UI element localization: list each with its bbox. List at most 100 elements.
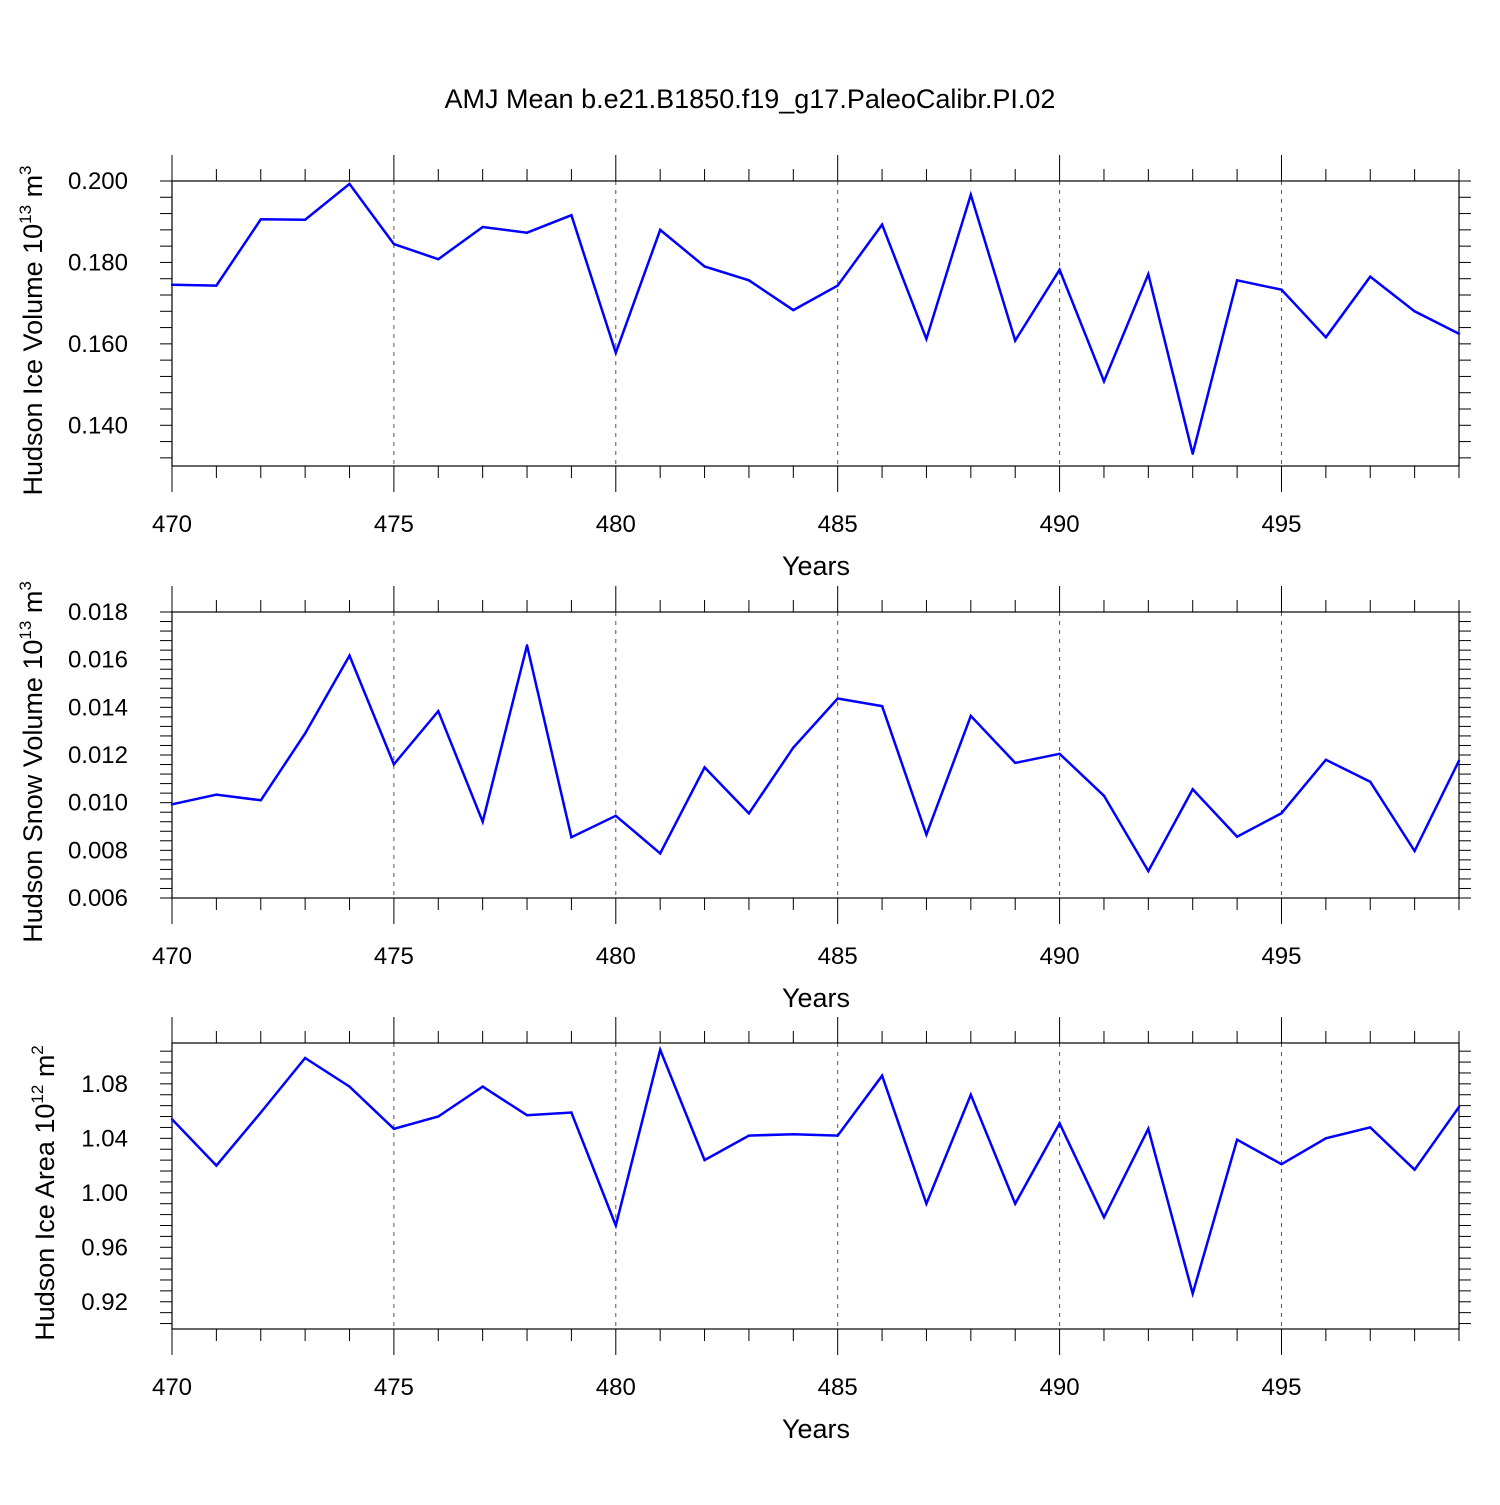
data-point: [1413, 310, 1416, 313]
data-point: [392, 1127, 396, 1131]
data-point: [658, 1048, 662, 1052]
data-point: [1014, 339, 1017, 342]
data-point: [836, 697, 839, 700]
y-tick-label: 0.92: [81, 1289, 128, 1316]
data-point: [525, 1113, 529, 1117]
data-point: [170, 1118, 174, 1121]
data-point: [1280, 811, 1283, 815]
data-point: [792, 1133, 795, 1136]
data-point: [259, 1111, 262, 1114]
x-tick-label: 495: [1261, 943, 1301, 970]
x-tick-label: 485: [818, 1374, 858, 1401]
data-point: [792, 308, 795, 312]
data-point: [1413, 849, 1416, 853]
x-tick-label: 475: [374, 943, 414, 970]
data-point: [481, 1085, 484, 1088]
data-point: [1058, 752, 1061, 756]
data-point: [1235, 1138, 1239, 1141]
x-tick-label: 480: [596, 943, 636, 970]
data-point: [392, 763, 396, 766]
plot-frame: [171, 180, 1460, 467]
data-point: [1102, 1216, 1106, 1219]
data-point: [1102, 380, 1106, 383]
y-axis-label: Hudson Ice Volume 1013 m3: [16, 165, 48, 495]
data-point: [747, 279, 751, 282]
data-point: [303, 218, 307, 221]
y-tick-label: 1.04: [81, 1125, 128, 1152]
data-point: [836, 1134, 839, 1137]
y-axis-label: Hudson Snow Volume 1013 m3: [16, 581, 48, 943]
data-point: [259, 218, 262, 221]
data-point: [170, 803, 174, 806]
data-point: [1457, 332, 1461, 335]
data-point: [1191, 452, 1194, 455]
chart-title: AMJ Mean b.e21.B1850.f19_g17.PaleoCalibr…: [445, 84, 1056, 114]
x-tick-label: 485: [818, 511, 858, 538]
data-point: [614, 1224, 617, 1227]
x-tick-label: 475: [374, 511, 414, 538]
data-point: [348, 182, 351, 186]
data-point: [1235, 279, 1239, 282]
data-point: [925, 1202, 928, 1205]
data-point: [925, 833, 928, 836]
data-point: [1147, 869, 1150, 873]
series-line: [171, 645, 1461, 874]
data-point: [792, 746, 795, 749]
y-tick-label: 1.08: [81, 1071, 128, 1098]
data-point: [1058, 1122, 1061, 1125]
x-tick-label: 480: [596, 1374, 636, 1401]
x-axis-label: Years: [782, 1414, 850, 1444]
data-point: [658, 228, 662, 232]
data-point: [437, 709, 440, 713]
chart-panel-2: 470 475 480 485 490 495 0.006 0.008 0.010 0.012 0.…: [16, 581, 1471, 1013]
data-point: [880, 1074, 884, 1077]
y-tick-label: 0.200: [68, 168, 128, 195]
x-tick-label: 495: [1261, 1374, 1301, 1401]
data-point: [259, 799, 262, 802]
data-point: [392, 242, 396, 246]
data-point: [170, 283, 174, 287]
data-point: [658, 852, 662, 855]
data-point: [570, 836, 573, 839]
data-point: [215, 284, 218, 287]
data-point: [481, 820, 484, 823]
data-point: [1014, 1202, 1017, 1205]
x-axis-label: Years: [782, 983, 850, 1013]
data-point: [925, 337, 928, 341]
data-point: [303, 732, 307, 735]
y-tick-label: 0.016: [68, 647, 128, 674]
y-tick-label: 0.014: [68, 694, 128, 721]
data-point: [215, 793, 218, 796]
data-point: [1280, 288, 1283, 291]
data-point: [1147, 273, 1150, 276]
y-tick-label: 0.008: [68, 837, 128, 864]
data-point: [703, 1158, 706, 1162]
data-point: [969, 193, 973, 197]
y-axis-label: Hudson Ice Area 1012 m2: [28, 1045, 60, 1341]
data-point: [481, 225, 484, 229]
data-point: [747, 812, 751, 815]
data-point: [969, 1093, 973, 1096]
chart-panel-3: 470 475 480 485 490 495 0.92 0.96 1.00 1.04 1.08 Ye…: [28, 1017, 1471, 1444]
x-tick-label: 495: [1261, 511, 1301, 538]
x-tick-label: 470: [152, 1374, 192, 1401]
data-point: [437, 257, 440, 261]
plot-frame: [171, 611, 1460, 899]
data-point: [703, 265, 706, 268]
data-point: [880, 704, 884, 708]
data-point: [703, 766, 706, 769]
plot-frame: [171, 1042, 1460, 1330]
y-tick-label: 0.006: [68, 885, 128, 912]
x-tick-label: 470: [152, 943, 192, 970]
x-axis-label: Years: [782, 551, 850, 581]
y-tick-label: 0.012: [68, 742, 128, 769]
series-line: [171, 182, 1460, 455]
data-point: [525, 231, 529, 234]
data-point: [1369, 275, 1372, 278]
series-line: [171, 1045, 1461, 1299]
data-point: [1058, 268, 1061, 271]
x-tick-label: 480: [596, 511, 636, 538]
data-point: [1324, 758, 1328, 761]
data-point: [348, 1085, 351, 1088]
